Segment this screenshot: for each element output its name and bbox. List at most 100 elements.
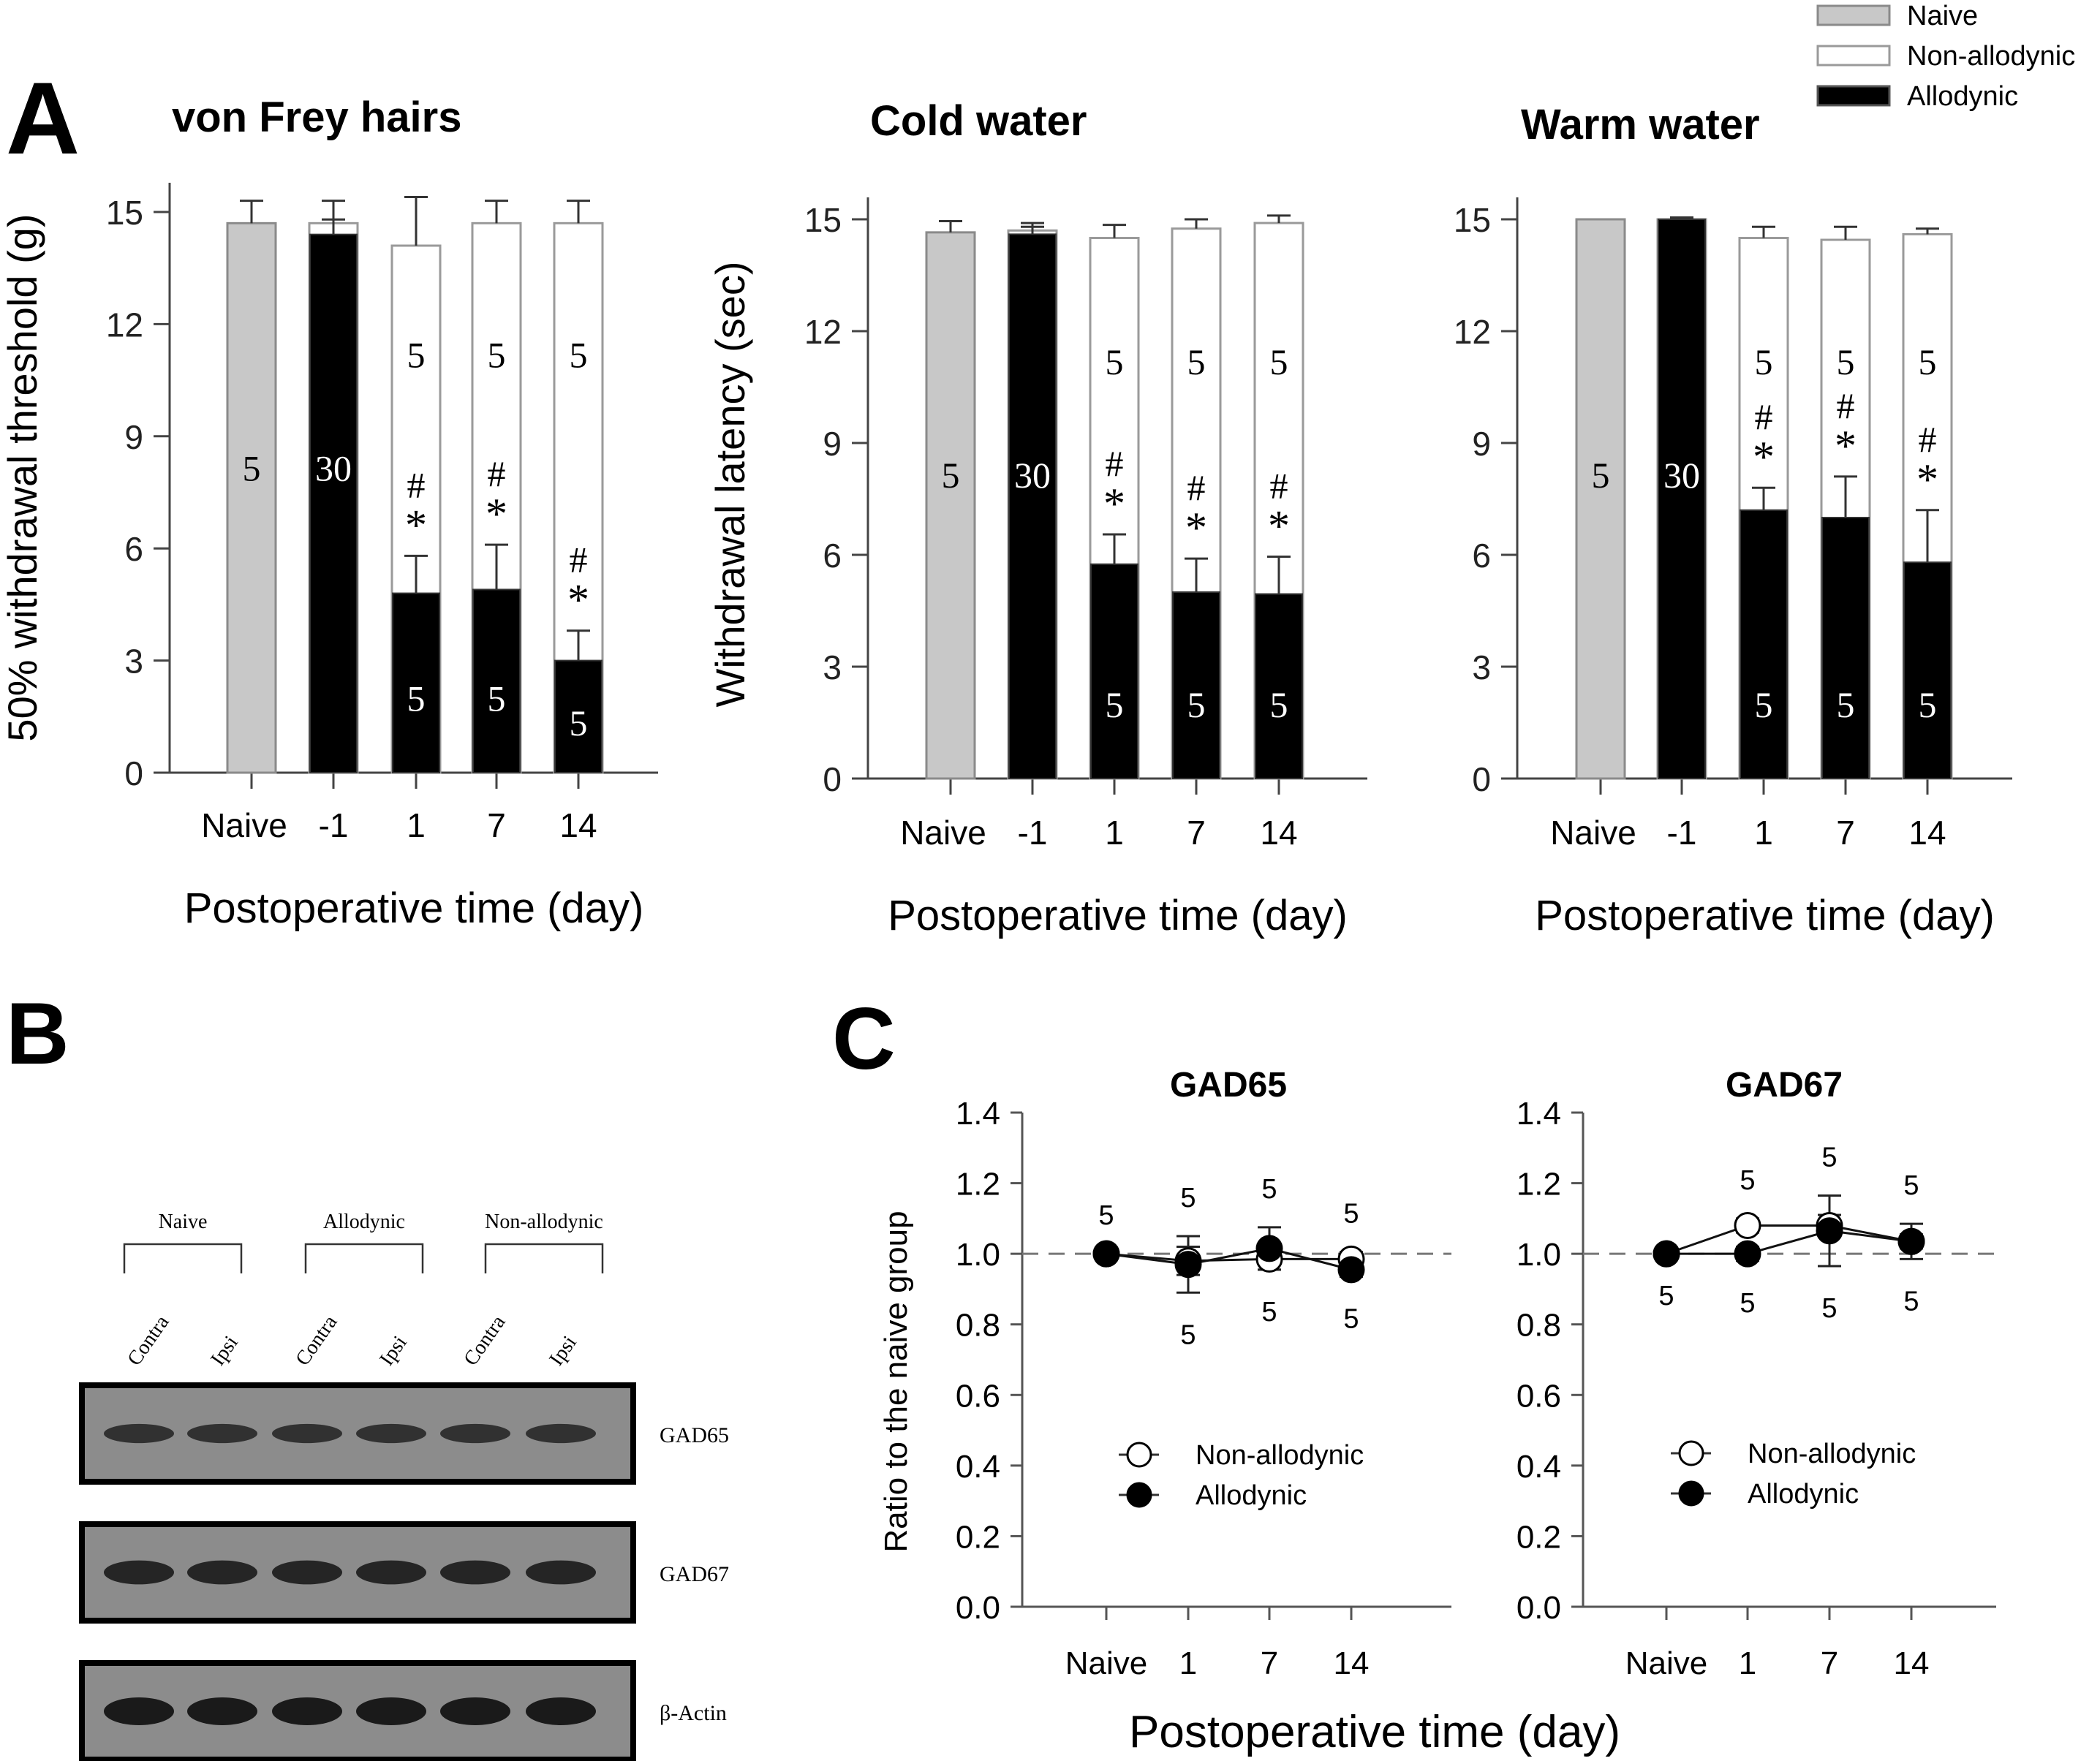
chart-title: Warm water	[1521, 101, 1760, 148]
significance-star: *	[1916, 455, 1938, 504]
y-tick-label: 1.0	[956, 1237, 1000, 1273]
blot-band	[356, 1560, 426, 1585]
legend-label: Non-allodynic	[1196, 1440, 1364, 1471]
n-label-non-allodynic: 5	[1755, 341, 1773, 382]
x-tick-label: 7	[487, 806, 506, 844]
blot-row-label: GAD67	[660, 1562, 729, 1586]
y-tick-label: 0.2	[956, 1519, 1000, 1555]
x-tick-label: 14	[1260, 814, 1297, 852]
chart-gad67: GAD67 0.0 0.2 0.4 0.6 0.8 1.0 1.2 1.4 Naive 1 7 14 5 5…	[1517, 1066, 1996, 1681]
y-tick-label: 0.6	[956, 1378, 1000, 1414]
y-tick-label: 6	[1472, 537, 1491, 575]
panel-label-c: C	[832, 990, 896, 1088]
significance-hash: #	[1106, 443, 1124, 484]
blot-band	[440, 1697, 510, 1725]
data-point-allodynic	[1174, 1251, 1202, 1279]
y-axis-title: 50% withdrawal threshold (g)	[0, 213, 45, 741]
blot-group-label: Naive	[159, 1211, 208, 1233]
legend-marker-allodynic	[1678, 1480, 1704, 1507]
legend-label: Allodynic	[1748, 1479, 1859, 1510]
blot-group-bracket	[123, 1243, 243, 1273]
blot-lane-label: Ipsi	[206, 1332, 243, 1370]
n-label-above: 5	[1903, 1170, 1919, 1201]
y-tick-label: 3	[823, 648, 842, 686]
y-tick-label: 1.0	[1517, 1237, 1561, 1273]
chart-title: von Frey hairs	[172, 94, 461, 141]
x-tick-label: 14	[559, 806, 597, 844]
blot-band	[526, 1697, 596, 1725]
significance-hash: #	[1187, 467, 1206, 508]
bar-allodynic	[1658, 219, 1706, 779]
significance-star: *	[1753, 433, 1775, 481]
bar-naive	[1575, 218, 1626, 780]
n-label-non-allodynic: 5	[570, 334, 588, 375]
x-tick-label: -1	[1667, 814, 1697, 852]
bar-allodynic	[472, 588, 521, 773]
y-tick-label: 12	[804, 313, 842, 351]
x-tick-label: 1	[1179, 1646, 1197, 1681]
n-label-below: 5	[1343, 1304, 1359, 1335]
n-label-above: 5	[1343, 1199, 1359, 1230]
blot-band	[440, 1423, 510, 1444]
blot-lane-label: Contra	[291, 1311, 341, 1370]
x-tick-label: Naive	[1065, 1646, 1148, 1681]
x-tick-label: Naive	[900, 814, 986, 852]
n-label-non-allodynic: 5	[1187, 341, 1206, 382]
y-tick-label: 0.4	[1517, 1449, 1561, 1485]
y-axis-title: Ratio to the naive group	[878, 1211, 914, 1552]
blot-group-bracket	[484, 1243, 604, 1273]
y-tick-label: 0	[823, 760, 842, 798]
blot-band	[356, 1697, 426, 1725]
y-tick-label: 15	[106, 194, 143, 232]
series-line-non-allodynic	[1666, 1224, 1912, 1255]
significance-star: *	[486, 490, 507, 538]
y-tick-label: 15	[1454, 201, 1491, 239]
x-axis-title: Postoperative time (day)	[888, 892, 1348, 939]
n-label-naive: 5	[1592, 455, 1610, 496]
x-tick-label: 7	[1836, 814, 1855, 852]
blot-lane-label: Contra	[123, 1311, 173, 1370]
blot-band	[272, 1560, 342, 1585]
x-tick-label: -1	[1018, 814, 1048, 852]
legend-label: Non-allodynic	[1907, 41, 2075, 72]
n-label-allodynic: 5	[1837, 684, 1855, 725]
y-tick-label: 0.0	[1517, 1590, 1561, 1626]
bar-naive	[226, 221, 277, 774]
n-label-above: 5	[1821, 1142, 1837, 1173]
y-tick-label: 15	[804, 201, 842, 239]
blot-band	[526, 1423, 596, 1444]
y-tick-label: 1.4	[1517, 1096, 1561, 1132]
n-label-allodynic: 5	[407, 678, 426, 719]
n-label-allodynic: 5	[1270, 684, 1288, 725]
bar-allodynic	[1008, 233, 1057, 779]
blot-group-bracket	[304, 1243, 424, 1273]
y-tick-label: 12	[106, 306, 143, 344]
n-label-above: 5	[1740, 1165, 1755, 1196]
y-tick-label: 6	[823, 537, 842, 575]
n-label-allodynic: 5	[570, 702, 588, 743]
data-point-allodynic	[1092, 1240, 1120, 1268]
chart-title: GAD65	[1170, 1066, 1287, 1105]
significance-hash: #	[488, 453, 506, 494]
legend-label: Allodynic	[1196, 1480, 1307, 1511]
y-tick-label: 9	[823, 425, 842, 463]
n-label-non-allodynic: 5	[407, 334, 426, 375]
shared-x-axis-title: Postoperative time (day)	[1129, 1707, 1620, 1757]
y-axis-title: Withdrawal latency (sec)	[707, 262, 753, 708]
x-tick-label: 1	[1754, 814, 1773, 852]
data-point-allodynic	[1653, 1240, 1680, 1268]
blot-band	[272, 1423, 342, 1444]
y-tick-label: 9	[1472, 425, 1491, 463]
y-tick-label: 0	[124, 754, 143, 792]
y-tick-label: 0.6	[1517, 1378, 1561, 1414]
n-label-above: 5	[1180, 1183, 1196, 1213]
legend-label: Naive	[1907, 1, 1978, 31]
significance-star: *	[1185, 504, 1207, 552]
blot-band	[187, 1423, 257, 1444]
x-axis-title: Postoperative time (day)	[184, 885, 644, 932]
data-point-non-allodynic	[1734, 1212, 1761, 1240]
data-point-allodynic	[1255, 1235, 1283, 1262]
n-label-below: 5	[1180, 1319, 1196, 1350]
x-tick-label: 14	[1908, 814, 1946, 852]
